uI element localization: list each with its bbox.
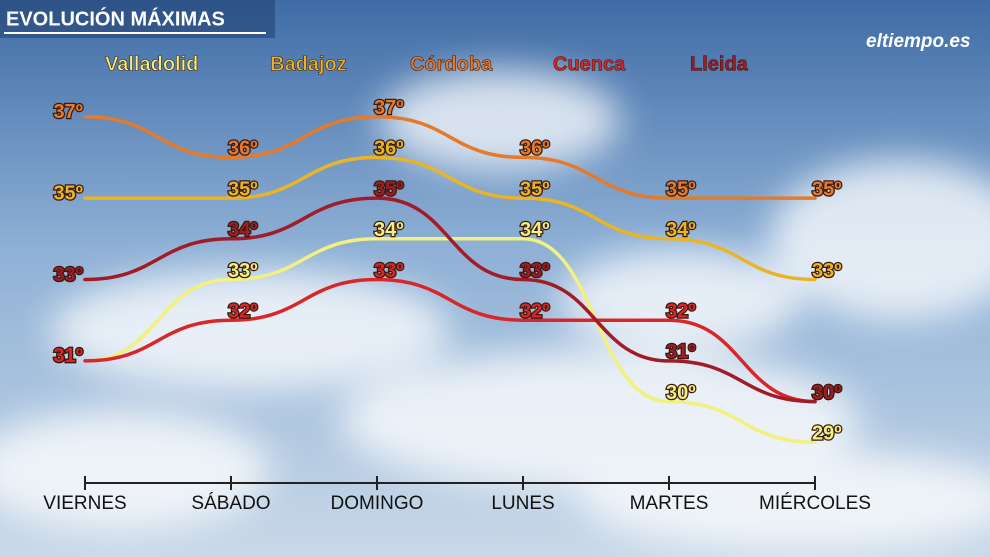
data-label: 31º (666, 341, 696, 363)
data-label: 31º (53, 345, 83, 367)
legend-entry: Valladolid (105, 53, 198, 75)
x-tick-label: LUNES (491, 493, 554, 514)
series-line (83, 277, 817, 404)
title-band (0, 0, 275, 38)
x-tick-label: VIERNES (43, 493, 126, 514)
data-label: 33º (520, 260, 550, 282)
x-tick-label: SÁBADO (191, 493, 270, 514)
x-tick-label: MIÉRCOLES (759, 493, 871, 514)
data-label: 30º (812, 382, 842, 404)
x-tick-label: DOMINGO (331, 493, 424, 514)
data-label: 31º (53, 345, 83, 367)
data-label: 35º (812, 178, 842, 200)
legend-entry: Córdoba (410, 53, 493, 75)
data-label: 34º (374, 219, 404, 241)
clouds (0, 70, 990, 550)
legend-entry: Lleida (690, 53, 749, 75)
chart-title: EVOLUCIÓN MÁXIMAS (6, 6, 225, 30)
data-label: 32º (666, 300, 696, 322)
data-label: 29º (812, 423, 842, 445)
data-label: 33º (53, 264, 83, 286)
data-label: 35º (228, 178, 258, 200)
legend-entry: Badajoz (270, 53, 347, 75)
series-line (83, 237, 817, 445)
data-label: 36º (374, 138, 404, 160)
data-label: 37º (53, 101, 83, 123)
series-line (83, 196, 817, 404)
logo: eltiempo.es (866, 31, 971, 52)
legend-entry: Cuenca (553, 53, 626, 75)
data-label: 32º (520, 300, 550, 322)
data-label: 36º (520, 138, 550, 160)
data-label: 32º (228, 300, 258, 322)
data-label: 34º (228, 219, 258, 241)
series-line (83, 155, 817, 282)
data-label: 33º (812, 260, 842, 282)
data-label: 35º (520, 178, 550, 200)
data-label: 30º (666, 382, 696, 404)
data-label: 34º (666, 219, 696, 241)
data-label: 35º (53, 182, 83, 204)
data-label: 35º (374, 178, 404, 200)
data-label: 34º (520, 219, 550, 241)
data-label: 33º (374, 260, 404, 282)
data-label: 30º (812, 382, 842, 404)
data-label: 37º (374, 97, 404, 119)
x-tick-label: MARTES (630, 493, 709, 514)
data-label: 36º (228, 138, 258, 160)
series-line (83, 114, 817, 200)
data-label: 33º (228, 260, 258, 282)
data-label: 35º (666, 178, 696, 200)
